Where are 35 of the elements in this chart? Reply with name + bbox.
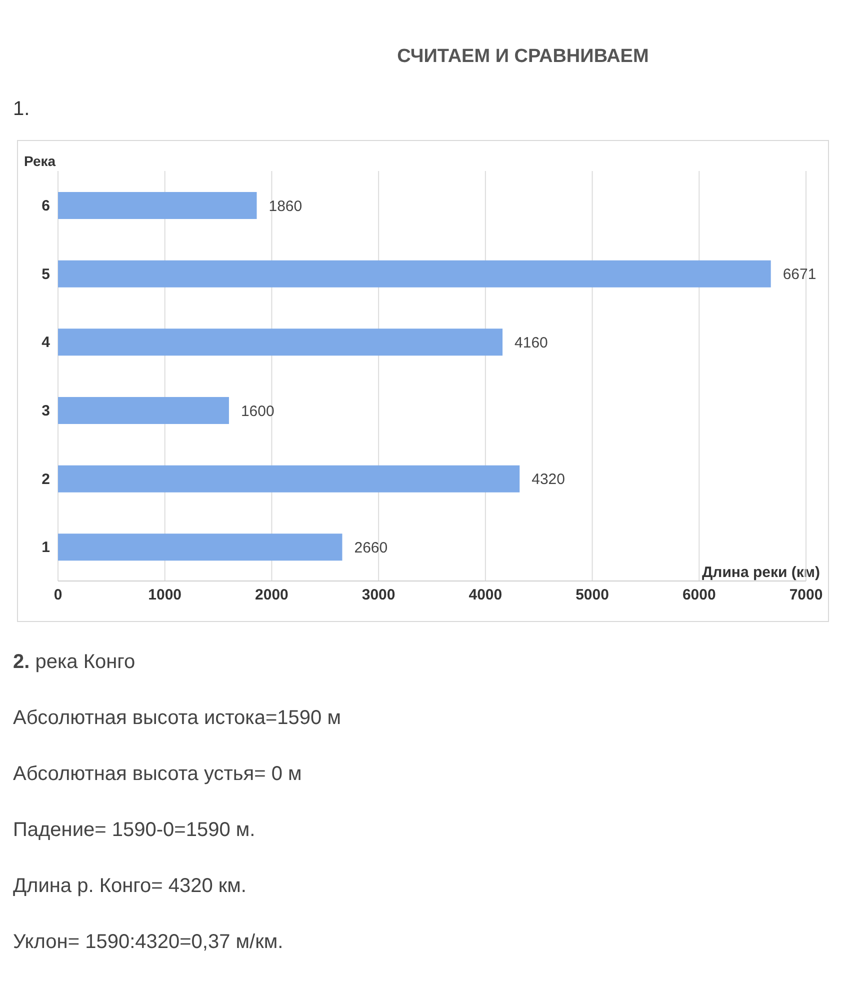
text: Длина р. Конго= 4320 км. — [13, 875, 246, 898]
y-tick-label: 2 — [42, 470, 50, 488]
x-tick-label: 7000 — [789, 586, 823, 604]
data-label: 1600 — [240, 402, 274, 420]
bar — [58, 260, 771, 288]
x-tick-label: 4000 — [468, 586, 502, 604]
x-tick-label: 6000 — [682, 586, 716, 604]
y-tick-label: 5 — [42, 266, 50, 283]
text: Падение= 1590-0=1590 м. — [13, 819, 256, 842]
data-label: 1860 — [268, 198, 302, 215]
data-label: 4320 — [532, 471, 565, 488]
data-label: 4160 — [514, 334, 548, 352]
text: Абсолютная высота истока=1590 м — [13, 707, 341, 730]
x-tick-label: 2000 — [255, 586, 288, 604]
x-tick-label: 3000 — [362, 586, 396, 604]
y-axis-title: Река — [24, 153, 56, 169]
bar — [58, 465, 520, 492]
y-tick-label: 6 — [42, 197, 50, 214]
chart-title: СЧИТАЕМ И СРАВНИВАЕМ — [396, 46, 650, 68]
data-label: 6671 — [782, 266, 816, 284]
bar — [58, 328, 503, 356]
text: 2. река Конго — [13, 651, 136, 674]
text: Абсолютная высота устья= 0 м — [13, 763, 302, 786]
y-tick-label: 4 — [42, 334, 51, 352]
data-label: 2660 — [354, 539, 388, 556]
x-tick-label: 1000 — [148, 586, 182, 604]
x-tick-label: 5000 — [576, 586, 609, 604]
x-tick-label: 0 — [54, 586, 62, 604]
y-tick-label: 3 — [42, 402, 50, 420]
y-tick-label: 1 — [42, 539, 50, 556]
text: 1. — [13, 98, 30, 121]
bar — [58, 397, 229, 424]
bar — [58, 534, 342, 561]
text: Уклон= 1590:4320=0,37 м/км. — [13, 931, 284, 954]
bar — [58, 192, 257, 219]
